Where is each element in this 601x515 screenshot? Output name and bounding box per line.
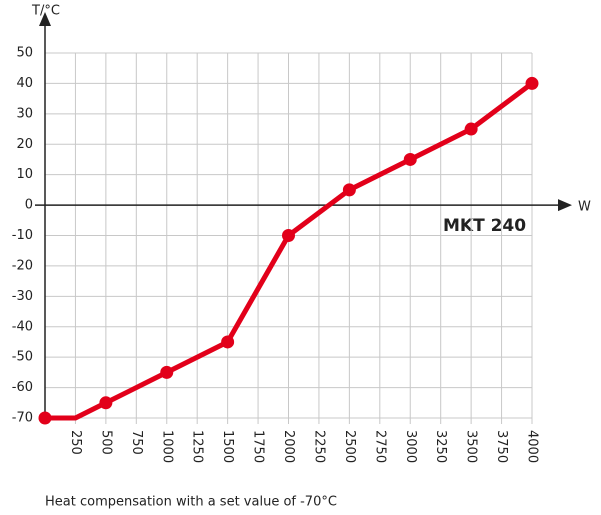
x-tick-label: 1250 <box>190 430 205 463</box>
y-axis-label: T/°C <box>31 4 60 19</box>
y-axis-arrow <box>39 12 51 26</box>
y-tick-label: 20 <box>16 137 33 152</box>
x-tick-label: 1500 <box>220 430 235 463</box>
y-tick-label: -60 <box>12 380 33 395</box>
x-tick-label: 3250 <box>433 430 448 463</box>
y-tick-label: 10 <box>16 167 33 182</box>
x-tick-label: 2500 <box>342 430 357 463</box>
x-tick-label: 500 <box>98 430 113 455</box>
x-tick-label: 2750 <box>372 430 387 463</box>
y-tick-label: -50 <box>12 350 33 365</box>
x-tick-label: 3000 <box>403 430 418 463</box>
x-tick-label: 250 <box>68 430 83 455</box>
data-point <box>464 122 478 136</box>
y-tick-label: 40 <box>16 76 33 91</box>
annotation: MKT 240 <box>443 216 526 236</box>
y-tick-label: -10 <box>12 228 33 243</box>
y-tick-label: -40 <box>12 319 33 334</box>
x-tick-label: 3500 <box>464 430 479 463</box>
y-tick-label: 0 <box>25 198 33 213</box>
caption: Heat compensation with a set value of -7… <box>45 495 337 510</box>
data-point <box>38 411 52 425</box>
y-tick-label: 30 <box>16 106 33 121</box>
y-tick-label: -30 <box>12 289 33 304</box>
x-tick-label: 750 <box>129 430 144 455</box>
series-line <box>45 81 534 421</box>
data-point <box>160 365 174 379</box>
data-point <box>282 229 295 242</box>
y-tick-label: 50 <box>16 46 33 61</box>
x-axis-arrow <box>558 199 572 212</box>
x-axis-label: W <box>578 200 591 215</box>
x-tick-label: 1000 <box>159 430 174 463</box>
data-point <box>342 183 356 197</box>
y-tick-label: -20 <box>12 258 33 273</box>
data-point <box>221 335 235 349</box>
data-point <box>99 396 113 410</box>
y-tick-label: -70 <box>12 411 33 426</box>
data-point <box>403 152 417 166</box>
x-tick-label: 2250 <box>311 430 326 463</box>
x-tick-label: 3750 <box>494 430 509 463</box>
x-tick-label: 2000 <box>281 430 296 463</box>
data-point <box>525 76 539 90</box>
x-tick-label: 4000 <box>525 430 540 463</box>
x-tick-label: 1750 <box>251 430 266 463</box>
